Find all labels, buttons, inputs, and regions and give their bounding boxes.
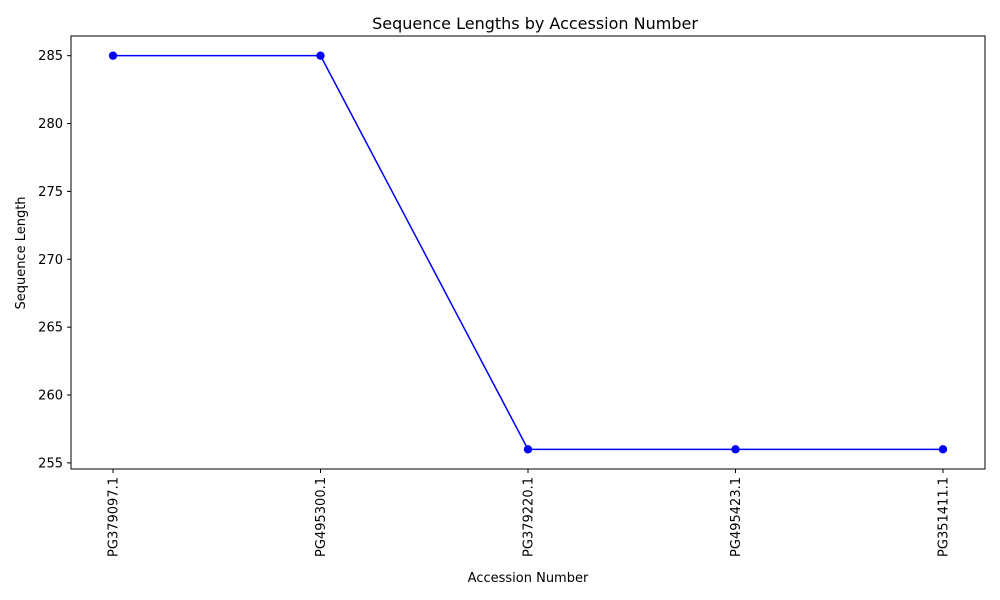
data-point: [523, 445, 533, 454]
data-point: [316, 51, 325, 60]
y-tick-label: 285: [38, 49, 63, 64]
x-tick-label: PG495300.1: [314, 477, 329, 557]
x-tick-label: PG351411.1: [937, 477, 952, 557]
x-tick-label: PG379097.1: [107, 477, 122, 557]
data-point: [731, 445, 740, 454]
data-point: [108, 51, 118, 60]
chart-title: Sequence Lengths by Accession Number: [372, 14, 698, 33]
x-axis-label: Accession Number: [468, 571, 589, 586]
y-tick-label: 275: [38, 185, 63, 200]
x-axis: PG379097.1 PG495300.1 PG379220.1 PG495423.1…: [107, 469, 952, 557]
series-layer: [108, 51, 948, 454]
x-tick-label: PG495423.1: [729, 477, 744, 557]
x-tick-label: PG379220.1: [522, 477, 537, 557]
plot-area-frame: [70, 35, 986, 470]
y-axis: 255 260 265 270 275 280 285: [38, 49, 71, 471]
y-tick-label: 255: [38, 456, 63, 471]
y-axis-label: Sequence Length: [14, 196, 29, 309]
y-tick-label: 270: [38, 253, 63, 268]
series-line: [113, 54, 943, 451]
y-tick-label: 260: [38, 389, 63, 404]
y-tick-label: 280: [38, 117, 63, 132]
data-point: [938, 445, 948, 454]
y-tick-label: 265: [38, 321, 63, 336]
